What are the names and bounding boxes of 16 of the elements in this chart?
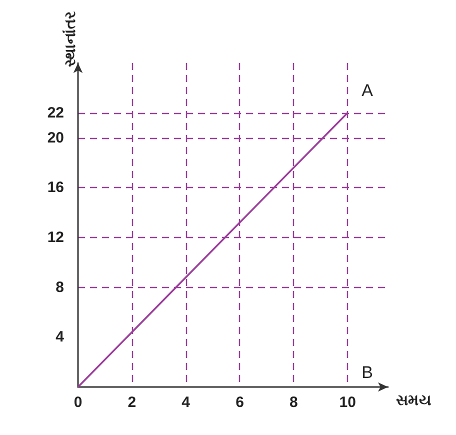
x-tick-label: 6: [236, 394, 244, 411]
annotation: A: [362, 80, 374, 100]
x-tick-label: 2: [128, 394, 136, 411]
y-tick-label: 12: [47, 228, 64, 246]
annotation: B: [362, 363, 373, 382]
x-axis-title: સમય: [396, 392, 431, 409]
y-axis-title: સ્થાનાંતર: [62, 11, 79, 67]
y-tick-label: 8: [56, 278, 64, 296]
y-tick-label: 4: [56, 328, 65, 346]
y-tick-label: 20: [47, 129, 64, 146]
x-tick-label: 4: [182, 394, 191, 411]
x-tick-label: 8: [289, 394, 298, 411]
y-tick-label: 16: [47, 179, 64, 196]
y-tick-label: 22: [47, 104, 64, 122]
x-tick-label: 0: [74, 394, 82, 411]
x-tick-label: 10: [339, 394, 356, 411]
